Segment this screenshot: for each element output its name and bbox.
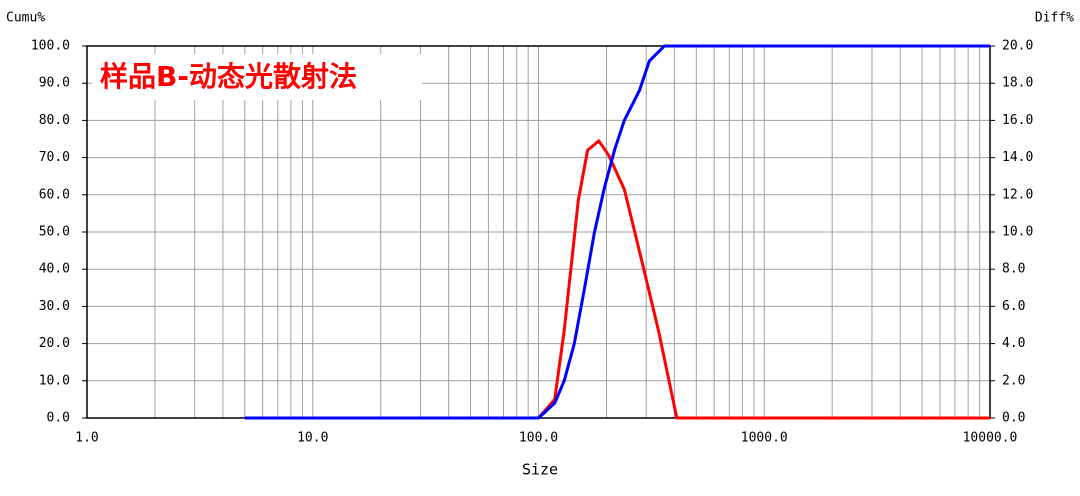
x-tick-label: 1.0 xyxy=(75,431,98,446)
y2-tick-label: 16.0 xyxy=(1002,113,1033,128)
y-tick-label: 40.0 xyxy=(39,262,70,277)
y-tick-label: 90.0 xyxy=(39,76,70,91)
y2-tick-label: 2.0 xyxy=(1002,373,1025,388)
y-tick-label: 60.0 xyxy=(39,187,70,202)
y2-tick-label: 18.0 xyxy=(1002,76,1033,91)
y2-tick-label: 0.0 xyxy=(1002,411,1025,426)
y-tick-label: 0.0 xyxy=(47,411,70,426)
y2-tick-label: 6.0 xyxy=(1002,299,1025,314)
y-tick-label: 100.0 xyxy=(31,39,70,54)
y2-tick-label: 14.0 xyxy=(1002,150,1033,165)
series-line xyxy=(244,139,990,420)
y2-tick-label: 12.0 xyxy=(1002,187,1033,202)
y2-tick-label: 4.0 xyxy=(1002,336,1025,351)
y-tick-label: 10.0 xyxy=(39,373,70,388)
chart-title: 样品B-动态光散射法 xyxy=(100,60,357,93)
y2-axis-title: Diff% xyxy=(1035,11,1074,26)
y2-tick-label: 8.0 xyxy=(1002,262,1025,277)
title-box: 样品B-动态光散射法 xyxy=(92,54,422,100)
x-tick-label: 1000.0 xyxy=(741,431,788,446)
series-line xyxy=(244,44,990,420)
title-background xyxy=(92,54,422,100)
x-tick-label: 10000.0 xyxy=(963,431,1018,446)
y-tick-label: 70.0 xyxy=(39,150,70,165)
y-axis-title: Cumu% xyxy=(6,11,45,26)
y-tick-label: 50.0 xyxy=(39,225,70,240)
y-tick-label: 80.0 xyxy=(39,113,70,128)
x-tick-label: 100.0 xyxy=(519,431,558,446)
x-axis-title: Size xyxy=(522,461,558,479)
y-tick-label: 30.0 xyxy=(39,299,70,314)
y2-tick-label: 20.0 xyxy=(1002,39,1033,54)
x-tick-label: 10.0 xyxy=(297,431,328,446)
y-tick-label: 20.0 xyxy=(39,336,70,351)
y2-tick-label: 10.0 xyxy=(1002,225,1033,240)
